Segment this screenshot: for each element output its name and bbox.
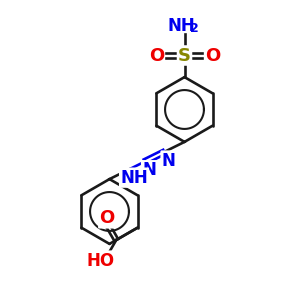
Text: N: N <box>162 152 176 169</box>
Text: 2: 2 <box>190 22 199 35</box>
Text: HO: HO <box>86 252 114 270</box>
Text: O: O <box>149 46 164 64</box>
Text: O: O <box>99 209 115 227</box>
Text: N: N <box>142 161 156 179</box>
Text: S: S <box>178 46 191 64</box>
Text: NH: NH <box>168 17 195 35</box>
Text: NH: NH <box>120 169 148 187</box>
Text: O: O <box>205 46 220 64</box>
